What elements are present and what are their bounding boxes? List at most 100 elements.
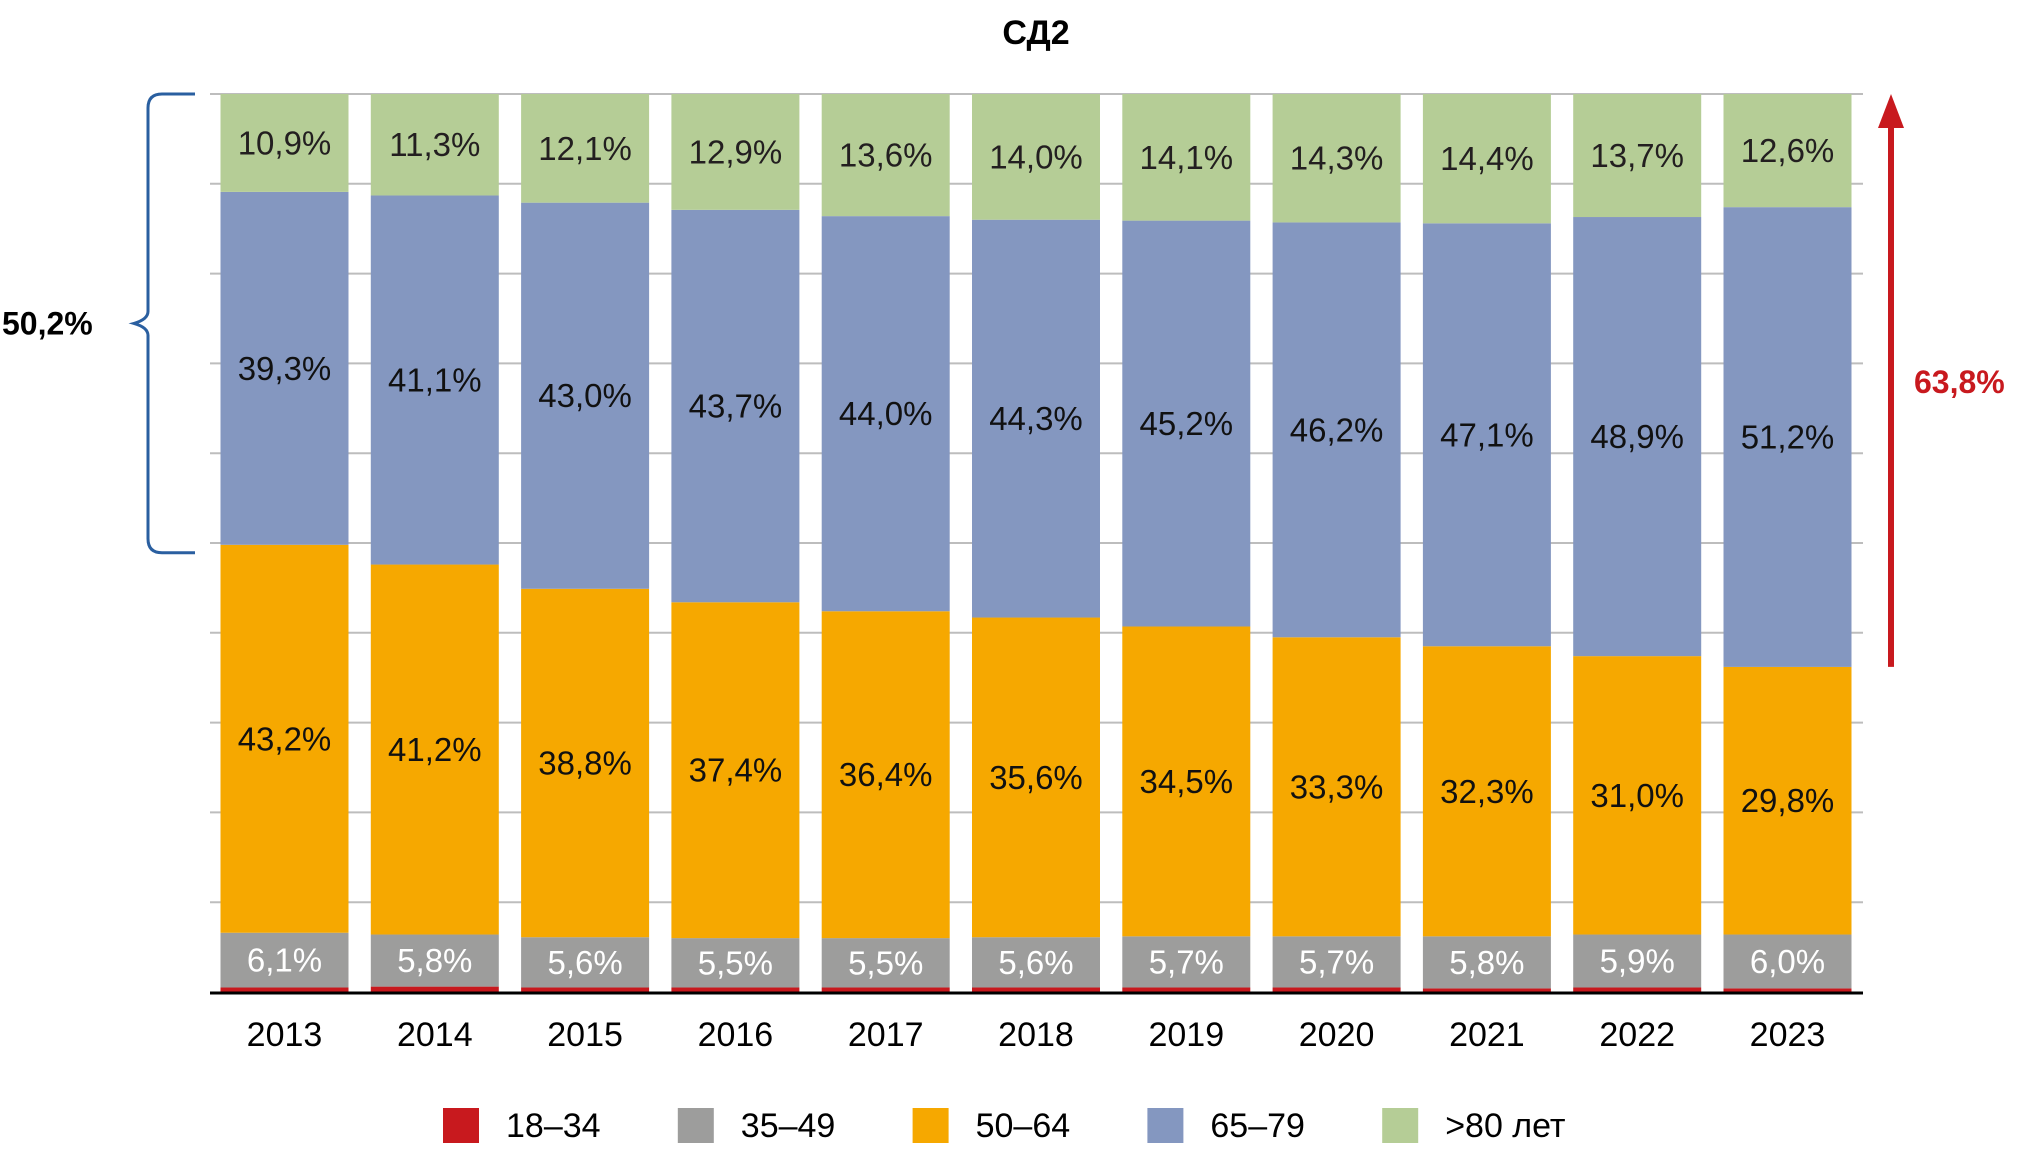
bar-data-labels: 6,1% 43,2% 39,3% 10,9% 5,8% 41,2% 41,1% 11,3% 5,…	[238, 124, 1835, 981]
bar-segment	[1122, 94, 1251, 221]
legend-item: 35–49	[677, 1107, 835, 1145]
data-label: 35,6%	[989, 759, 1083, 796]
legend-swatch	[1382, 1108, 1419, 1143]
x-tick-label: 2016	[698, 1016, 774, 1054]
bar-segment	[1573, 656, 1702, 935]
x-tick-label: 2017	[848, 1016, 924, 1054]
bar-segment	[370, 986, 499, 992]
data-label: 5,8%	[397, 942, 472, 979]
x-axis-tick-labels: 2013 2014 2015 2016 2017 2018 2019 2020 2021 2022…	[247, 1016, 1826, 1054]
legend-swatch	[1147, 1108, 1184, 1143]
data-label: 10,9%	[238, 124, 332, 161]
bar-segment	[1272, 222, 1401, 638]
bar-segment	[370, 934, 499, 987]
x-tick-label: 2021	[1449, 1016, 1525, 1054]
data-label: 5,8%	[1449, 944, 1524, 981]
bar-segment	[821, 938, 950, 988]
bar-stack-2022	[1573, 94, 1702, 992]
bar-segment	[1272, 637, 1401, 937]
legend-item: 50–64	[912, 1107, 1071, 1145]
data-label: 12,6%	[1741, 132, 1835, 169]
bar-segment	[1573, 934, 1702, 988]
data-label: 34,5%	[1140, 763, 1234, 800]
bar-stack-2019	[1122, 94, 1251, 992]
bar-segment	[972, 94, 1100, 220]
bar-segment	[521, 937, 650, 988]
arrow-up-icon	[1878, 94, 1904, 128]
bar-segment	[1573, 987, 1702, 992]
data-label: 5,6%	[998, 944, 1073, 981]
bar-segment	[972, 617, 1100, 938]
annotations: 50,2% 63,8%	[2, 92, 2005, 667]
data-label: 43,0%	[538, 377, 632, 414]
data-label: 32,3%	[1440, 773, 1534, 810]
x-tick-label: 2018	[998, 1016, 1074, 1054]
data-label: 38,8%	[538, 745, 632, 782]
data-label: 43,2%	[238, 720, 332, 757]
bar-segment	[1723, 988, 1852, 992]
bar-segment	[1122, 987, 1251, 992]
bar-segment	[370, 195, 499, 565]
data-label: 5,7%	[1299, 943, 1374, 980]
bar-segment	[1573, 217, 1702, 657]
data-label: 14,0%	[989, 138, 1083, 175]
data-label: 41,1%	[388, 362, 482, 399]
bar-segment	[821, 216, 950, 612]
legend-label: 65–79	[1210, 1107, 1305, 1145]
bar-segment	[671, 209, 800, 603]
x-tick-label: 2020	[1299, 1016, 1375, 1054]
data-label: 14,1%	[1140, 139, 1234, 176]
data-label: 43,7%	[689, 388, 783, 425]
data-label: 33,3%	[1290, 768, 1384, 805]
data-label: 5,6%	[547, 944, 622, 981]
bar-segment	[220, 191, 349, 545]
legend-item: >80 лет	[1382, 1107, 1566, 1145]
data-label: 5,9%	[1600, 943, 1675, 980]
bar-stack-2013	[220, 94, 349, 992]
data-label: 51,2%	[1741, 419, 1835, 456]
data-label: 44,0%	[839, 395, 933, 432]
bar-segment	[1122, 626, 1251, 937]
data-label: 14,3%	[1290, 140, 1384, 177]
legend-label: 18–34	[506, 1107, 601, 1145]
bars	[220, 94, 1852, 992]
brace-annotation-label: 50,2%	[2, 305, 93, 341]
bar-segment	[1422, 94, 1551, 224]
data-label: 48,9%	[1590, 418, 1684, 455]
bar-segment	[1422, 936, 1551, 989]
x-tick-label: 2023	[1750, 1016, 1826, 1054]
bar-segment	[1272, 936, 1401, 988]
bar-segment	[821, 987, 950, 992]
legend-item: 65–79	[1147, 1107, 1305, 1145]
data-label: 12,9%	[689, 133, 783, 170]
data-label: 5,7%	[1149, 943, 1224, 980]
bar-segment	[521, 202, 650, 589]
x-tick-label: 2013	[247, 1016, 323, 1054]
data-label: 13,7%	[1590, 137, 1684, 174]
bar-segment	[1573, 94, 1702, 218]
bar-segment	[521, 94, 650, 203]
bar-segment	[1723, 94, 1852, 208]
bar-segment	[821, 94, 950, 217]
x-tick-label: 2015	[547, 1016, 623, 1054]
bar-segment	[1723, 934, 1852, 989]
data-label: 37,4%	[689, 752, 783, 789]
x-tick-label: 2022	[1599, 1016, 1675, 1054]
legend-label: 50–64	[976, 1107, 1071, 1145]
bar-segment	[671, 602, 800, 939]
bar-stack-2014	[370, 94, 499, 992]
data-label: 45,2%	[1140, 405, 1234, 442]
bar-segment	[220, 932, 349, 988]
data-label: 6,1%	[247, 942, 322, 979]
data-label: 47,1%	[1440, 416, 1534, 453]
bar-segment	[972, 219, 1100, 618]
legend-swatch	[443, 1108, 479, 1143]
data-label: 39,3%	[238, 350, 332, 387]
bar-segment	[220, 544, 349, 933]
bar-stack-2016	[671, 94, 800, 992]
bar-segment	[972, 937, 1100, 988]
bar-segment	[521, 987, 650, 992]
bar-segment	[220, 94, 349, 192]
bar-segment	[1272, 987, 1401, 992]
